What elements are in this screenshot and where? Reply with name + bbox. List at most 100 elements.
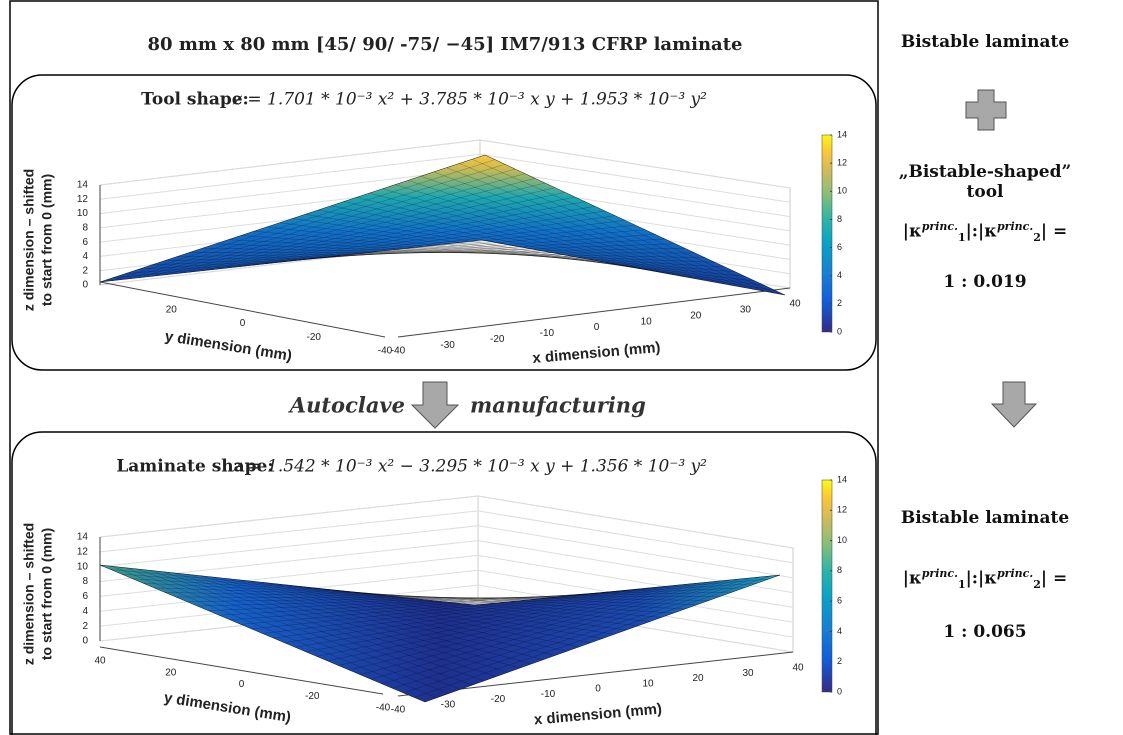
ratio-formula: |κprinc.1|:|κprinc.2| =	[885, 567, 1085, 591]
surface-mesh	[176, 182, 546, 274]
surface-mesh	[349, 591, 662, 618]
surface-mesh	[219, 593, 587, 616]
ratio-part: 2	[1033, 231, 1041, 245]
surface-mesh	[112, 159, 496, 281]
surface-mesh	[469, 241, 776, 291]
surface-mesh	[266, 226, 614, 265]
ratio-part: |κ	[902, 221, 922, 242]
panel-border	[11, 431, 877, 735]
colorbar-tick-label: 12	[837, 505, 847, 515]
colorbar-tick-label: 4	[837, 270, 842, 280]
y-tick-label: -20	[307, 332, 322, 343]
surface-mesh	[392, 577, 750, 689]
surface-mesh	[294, 586, 659, 648]
surface-mesh	[143, 583, 516, 602]
ratio-part: |:|κ	[965, 568, 997, 589]
x-axis-label: x dimension (mm)	[533, 700, 662, 728]
z-tick-label: 8	[82, 576, 88, 587]
x-tick-label: -10	[541, 689, 556, 700]
y-axis-label: y dimension (mm)	[164, 328, 293, 365]
x-axis	[397, 651, 794, 697]
z-tick-label: 2	[82, 265, 88, 276]
grid-line	[99, 525, 479, 568]
surface-mesh	[125, 243, 503, 274]
surface-mesh	[197, 595, 567, 607]
z-tick-label: 0	[82, 280, 88, 291]
surface	[99, 564, 781, 703]
y-tick-label: 40	[94, 656, 106, 667]
y-tick-label: 20	[166, 304, 178, 315]
surface-mesh	[399, 596, 710, 601]
surface-mesh	[208, 594, 577, 611]
ratio-formula: |κprinc.1|:|κprinc.2| =	[885, 220, 1085, 244]
surface-mesh	[327, 583, 689, 662]
surface-mesh	[446, 167, 755, 290]
surface-mesh	[437, 587, 745, 602]
figure-border	[9, 0, 879, 735]
surface-mesh	[305, 585, 669, 653]
surface-mesh	[174, 572, 497, 677]
grid-line	[477, 525, 794, 579]
x-axis-label: x dimension (mm)	[532, 339, 661, 367]
colorbar-tick-label: 0	[837, 686, 842, 696]
surface-mesh	[252, 210, 606, 266]
surface-mesh	[405, 248, 726, 268]
surface-mesh	[287, 584, 603, 639]
surface-mesh	[237, 579, 556, 656]
z-tick-label: 4	[82, 251, 88, 262]
x-tick-label: 0	[594, 322, 600, 333]
z-tick-label: 6	[82, 591, 88, 602]
surface-mesh	[370, 579, 730, 680]
figure-title: 80 mm x 80 mm [45/ 90/ -75/ −45] IM7/913…	[148, 34, 743, 55]
surface-mesh	[449, 583, 757, 603]
surface-mesh	[359, 580, 720, 675]
x-tick-label: -20	[490, 334, 505, 345]
surface-mesh	[124, 567, 449, 694]
left-figure: 80 mm x 80 mm [45/ 90/ -75/ −45] IM7/913…	[9, 0, 879, 735]
grid-line	[99, 495, 479, 538]
grid-line	[99, 168, 481, 215]
surface-mesh	[163, 178, 536, 276]
surface	[99, 154, 786, 296]
y-tick-label: -40	[376, 703, 391, 714]
surface-mesh	[253, 230, 604, 263]
surface-mesh	[462, 578, 769, 604]
x-tick-label: 20	[692, 673, 704, 684]
surface-mesh	[186, 596, 557, 602]
surface-mesh	[112, 566, 437, 698]
surface-mesh	[324, 588, 639, 627]
y-tick-label: 20	[165, 667, 177, 678]
surface-mesh	[338, 582, 699, 666]
surface-mesh	[433, 171, 745, 288]
surface-mesh	[382, 188, 705, 281]
surface-mesh	[343, 201, 674, 276]
surface-mesh	[228, 239, 584, 259]
surface-mesh	[125, 164, 506, 280]
surface-mesh	[329, 238, 666, 258]
surface-mesh	[227, 201, 586, 269]
surface-mesh	[387, 595, 698, 605]
grid-line	[479, 153, 791, 203]
surface-mesh	[290, 224, 636, 262]
colorbar-tick-label: 4	[837, 626, 842, 636]
panel-equation: z = 1.542 * 10⁻³ x² − 3.295 * 10⁻³ x y +…	[232, 457, 707, 477]
z-axis-label: z dimension – shifted	[21, 169, 37, 311]
colorbar-tick-label: 6	[837, 242, 842, 252]
surface-mesh	[381, 578, 740, 684]
surface-mesh	[303, 229, 646, 260]
surface-mesh	[201, 192, 566, 272]
surface-mesh	[251, 590, 618, 630]
ratio-part: |κ	[902, 568, 922, 589]
surface-mesh	[472, 159, 776, 294]
surface-mesh	[459, 163, 765, 292]
surface-mesh	[403, 576, 760, 694]
colorbar-tick-label: 12	[837, 158, 847, 168]
ratio-value: 1 : 0.065	[943, 622, 1027, 642]
x-tick-label: -10	[540, 328, 555, 339]
surface-mesh	[395, 184, 715, 283]
surface-mesh	[407, 180, 725, 285]
colorbar-tick-label: 10	[837, 186, 847, 196]
surface-mesh	[316, 234, 656, 259]
z-tick-label: 6	[82, 237, 88, 248]
